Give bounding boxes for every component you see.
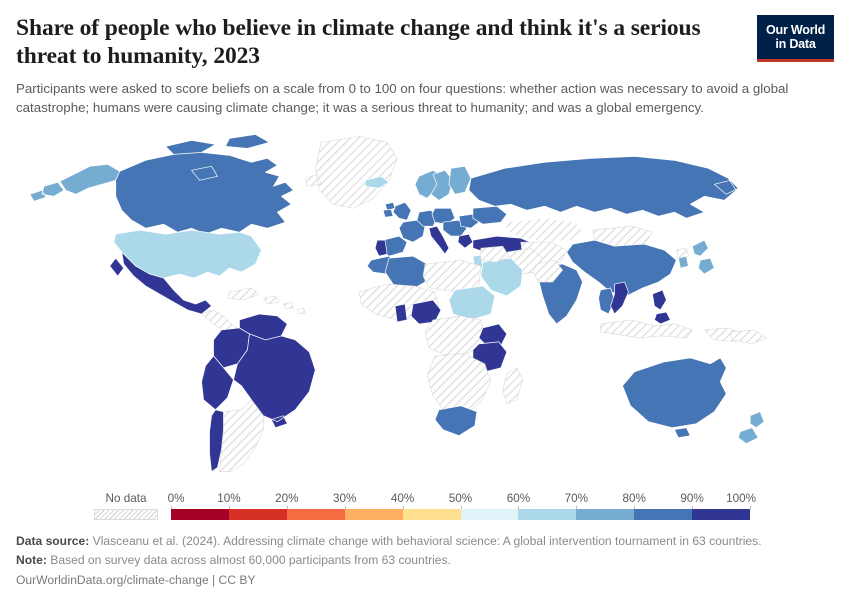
legend-tick-30: 30%	[332, 491, 357, 505]
country-kazakhstan-nodata[interactable]	[504, 217, 585, 243]
region-central-africa[interactable]	[424, 315, 486, 356]
legend-swatch-5[interactable]	[460, 508, 519, 520]
legend-no-data-swatch	[94, 508, 158, 520]
world-choropleth-map[interactable]	[16, 124, 834, 476]
footer-note-text: Based on survey data across almost 60,00…	[50, 553, 451, 568]
legend-no-data[interactable]: No data	[94, 492, 158, 520]
legend-tick-100: 100%	[726, 491, 756, 505]
page-title: Share of people who believe in climate c…	[16, 15, 701, 70]
country-iceland[interactable]	[364, 175, 390, 189]
footer-data-source-text: Vlasceanu et al. (2024). Addressing clim…	[92, 533, 762, 548]
legend-tick-40: 40%	[390, 491, 415, 505]
country-brazil[interactable]	[233, 333, 316, 428]
country-iraq-syria[interactable]	[480, 245, 510, 262]
country-sudan[interactable]	[448, 285, 496, 320]
country-south-africa[interactable]	[434, 404, 478, 436]
country-australia[interactable]	[622, 357, 727, 438]
footer-note-label: Note:	[16, 553, 47, 568]
country-china[interactable]	[566, 239, 677, 296]
chart-footer: Data source: Vlasceanu et al. (2024). Ad…	[16, 532, 834, 591]
country-russia[interactable]	[468, 155, 739, 219]
legend-tick-90: 90%	[680, 491, 704, 505]
logo-line-1: Our World	[765, 22, 826, 37]
country-afghanistan-pakistan[interactable]	[532, 259, 564, 282]
legend-tick-0: 0%	[167, 491, 185, 505]
header-text-block: Share of people who believe in climate c…	[16, 14, 730, 71]
footer-data-source-line: Data source: Vlasceanu et al. (2024). Ad…	[16, 532, 834, 552]
owid-logo[interactable]: Our World in Data	[757, 15, 834, 62]
country-greenland[interactable]	[304, 135, 398, 209]
legend-swatch-4[interactable]	[402, 508, 461, 520]
legend-tick-marks	[171, 505, 751, 509]
country-portugal[interactable]	[374, 239, 388, 257]
legend-no-data-label: No data	[105, 491, 147, 505]
legend-swatch-3[interactable]	[344, 508, 403, 520]
country-new-zealand[interactable]	[737, 410, 765, 444]
country-greece[interactable]	[457, 233, 474, 249]
legend-tick-20: 20%	[275, 491, 299, 505]
legend-tick-70: 70%	[564, 491, 588, 505]
country-ukraine[interactable]	[472, 205, 508, 225]
country-sweden[interactable]	[430, 169, 454, 201]
country-alaska[interactable]	[29, 163, 121, 202]
country-thailand[interactable]	[598, 287, 615, 314]
country-canada[interactable]	[115, 133, 294, 235]
footer-data-source-label: Data source:	[16, 533, 90, 548]
legend-swatch-6[interactable]	[518, 508, 577, 520]
chart-subtitle: Participants were asked to score beliefs…	[16, 80, 789, 115]
region-caribbean[interactable]	[227, 287, 306, 314]
chart-header: Share of people who believe in climate c…	[16, 14, 834, 71]
map-svg	[29, 133, 767, 472]
legend-tick-80: 80%	[622, 491, 646, 505]
country-philippines[interactable]	[652, 289, 671, 324]
country-ireland[interactable]	[382, 208, 394, 218]
map-legend: No data 0% 10% 20% 30% 40% 50% 60% 70% 80% 90% 100…	[16, 480, 834, 520]
country-saudi-arabia[interactable]	[480, 257, 524, 296]
country-ghana[interactable]	[394, 303, 408, 322]
country-indonesia[interactable]	[600, 319, 745, 342]
logo-line-2: in Data	[775, 37, 816, 51]
legend-swatch-7[interactable]	[576, 508, 635, 520]
country-papua-new-guinea[interactable]	[729, 329, 767, 344]
country-argentina[interactable]	[219, 398, 264, 472]
country-finland[interactable]	[448, 165, 472, 195]
country-madagascar[interactable]	[502, 367, 524, 404]
footer-note-line: Note: Based on survey data across almost…	[16, 551, 834, 571]
legend-color-bar[interactable]	[171, 505, 751, 520]
legend-tick-60: 60%	[506, 491, 531, 505]
legend-tick-labels: 0% 10% 20% 30% 40% 50% 60% 70% 80% 90% 100%	[167, 491, 756, 509]
legend-swatch-8[interactable]	[634, 508, 693, 520]
country-united-kingdom[interactable]	[384, 201, 412, 221]
footer-link[interactable]: OurWorldinData.org/climate-change | CC B…	[16, 572, 256, 587]
legend-swatch-2[interactable]	[286, 508, 345, 520]
legend-swatch-9[interactable]	[692, 508, 751, 520]
region-southern-africa[interactable]	[426, 353, 492, 416]
country-algeria[interactable]	[384, 255, 428, 290]
country-italy[interactable]	[428, 225, 450, 255]
country-japan[interactable]	[691, 239, 715, 275]
legend-tick-10: 10%	[217, 491, 241, 505]
country-mexico[interactable]	[109, 251, 212, 314]
country-vietnam[interactable]	[610, 281, 629, 314]
legend-swatch-0[interactable]	[171, 508, 229, 520]
legend-scale: 0% 10% 20% 30% 40% 50% 60% 70% 80% 90% 100%	[167, 491, 756, 520]
legend-swatch-1[interactable]	[228, 508, 287, 520]
legend-tick-50: 50%	[448, 491, 473, 505]
country-north-korea[interactable]	[676, 247, 689, 259]
